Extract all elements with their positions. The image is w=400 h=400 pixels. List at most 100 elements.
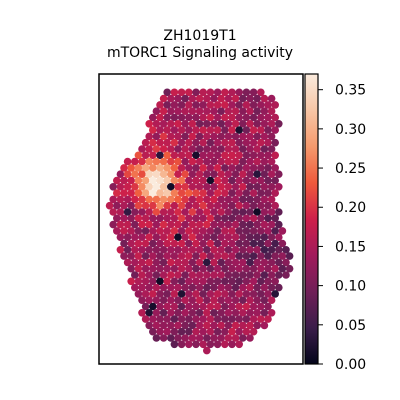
spot [167, 220, 175, 229]
spot [127, 264, 135, 273]
spot [174, 132, 182, 141]
spot [141, 277, 150, 286]
spot [170, 214, 179, 223]
spot [228, 189, 236, 197]
spot [210, 258, 218, 267]
spot [210, 107, 218, 115]
spot [159, 296, 168, 305]
spot [253, 233, 261, 241]
spot [188, 107, 197, 115]
spot [127, 252, 135, 260]
spot [188, 258, 197, 267]
spot [231, 157, 240, 166]
spot [188, 145, 197, 153]
spot [141, 239, 150, 248]
spot [221, 201, 229, 210]
spot [264, 138, 272, 147]
spot [264, 164, 272, 172]
spot [282, 271, 290, 279]
spot [188, 170, 197, 178]
spot [185, 101, 193, 109]
spot [257, 214, 265, 223]
spot [246, 220, 254, 229]
spot [131, 283, 139, 292]
spot [264, 189, 272, 197]
spot [246, 94, 254, 103]
spot [145, 170, 153, 178]
spot [163, 302, 171, 311]
spot [242, 302, 251, 311]
spot [228, 113, 236, 122]
spot [242, 176, 251, 185]
spot [163, 138, 171, 147]
spot [185, 201, 193, 210]
spot [127, 277, 135, 286]
spot [195, 195, 204, 204]
spot [246, 170, 254, 178]
spot [210, 283, 218, 292]
spot [199, 88, 207, 97]
spot [199, 315, 207, 323]
spot [195, 120, 204, 128]
spot [271, 126, 280, 134]
spot [221, 227, 229, 235]
spot [278, 252, 287, 260]
spot [174, 271, 182, 279]
spot [249, 151, 258, 160]
spot [206, 340, 215, 349]
spot [239, 309, 247, 317]
spot [228, 315, 236, 323]
spot [145, 195, 153, 204]
spot [127, 214, 135, 223]
spot [260, 145, 269, 153]
spot [199, 277, 207, 286]
spot [167, 157, 175, 166]
spot [188, 94, 197, 103]
spot [260, 309, 269, 317]
spot [188, 183, 197, 191]
colorbar-tick-label: 0.10 [335, 279, 366, 295]
spot [271, 264, 280, 273]
spot [138, 246, 146, 254]
spot [109, 208, 117, 216]
spot [224, 321, 233, 330]
spot [174, 94, 182, 103]
spot [199, 227, 207, 235]
spot [170, 201, 179, 210]
spot [192, 290, 200, 298]
spot [188, 309, 197, 317]
spot [177, 315, 186, 323]
spot [206, 227, 215, 235]
spot [203, 157, 211, 166]
spot [174, 120, 182, 128]
spot [224, 145, 233, 153]
spot [217, 208, 225, 216]
spot [195, 220, 204, 229]
spot [242, 239, 251, 248]
spot [246, 309, 254, 317]
spot [156, 201, 164, 210]
spot [145, 208, 153, 216]
spot [264, 214, 272, 223]
spot [217, 271, 225, 279]
spot [120, 176, 128, 185]
spot [167, 334, 175, 342]
spot [138, 195, 146, 204]
spot [217, 183, 225, 191]
spot [206, 138, 215, 147]
spot [195, 170, 204, 178]
spot [131, 183, 139, 191]
spot [152, 208, 161, 216]
spot [206, 189, 215, 197]
spot [231, 120, 240, 128]
colorbar-tick-label: 0.00 [335, 357, 366, 373]
spot [224, 94, 233, 103]
spot-map [105, 88, 294, 355]
spot [221, 176, 229, 185]
spot [253, 107, 261, 115]
spot [170, 101, 179, 109]
spot [159, 132, 168, 141]
spot [235, 138, 243, 147]
spot [224, 233, 233, 241]
spot [116, 195, 125, 204]
